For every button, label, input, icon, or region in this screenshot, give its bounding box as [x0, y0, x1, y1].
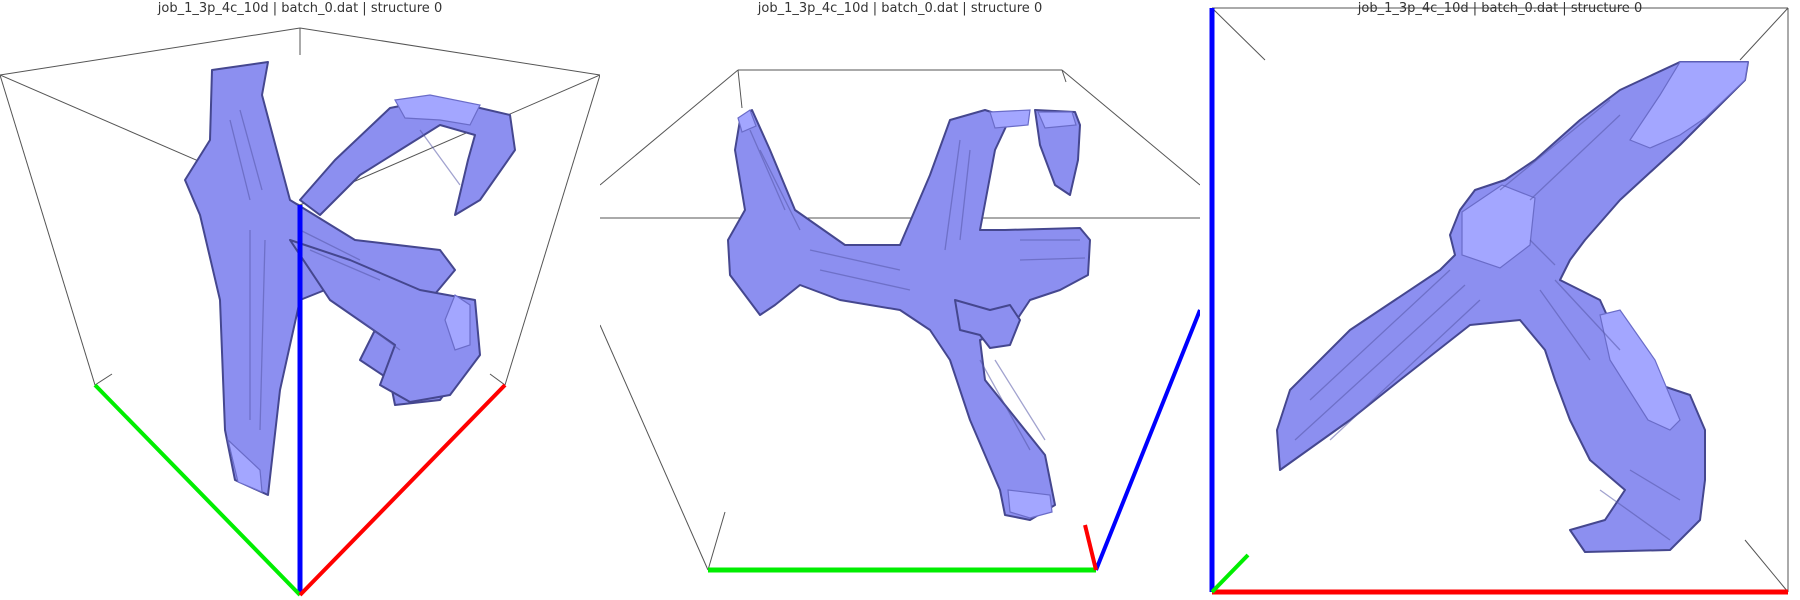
3d-scene-isometric[interactable]	[0, 0, 600, 600]
3d-scene-perspective[interactable]	[600, 0, 1200, 600]
panel-title: job_1_3p_4c_10d | batch_0.dat | structur…	[157, 1, 443, 16]
axis-gizmo	[1209, 8, 1788, 595]
viewport-front[interactable]: job_1_3p_4c_10d | batch_0.dat | structur…	[1200, 0, 1800, 600]
y-axis	[1210, 553, 1250, 594]
3d-scene-front[interactable]	[1200, 0, 1800, 600]
bounding-box	[600, 69, 1200, 571]
x-axis	[1083, 524, 1098, 571]
y-axis	[93, 383, 302, 597]
viewport-perspective[interactable]: job_1_3p_4c_10d | batch_0.dat | structur…	[600, 0, 1200, 600]
axis-gizmo	[708, 309, 1200, 573]
z-axis	[1094, 309, 1200, 571]
bounding-box	[0, 27, 600, 386]
voxel-structure	[184, 61, 516, 496]
voxel-structure	[727, 109, 1091, 521]
x-axis	[298, 383, 507, 597]
panel-title: job_1_3p_4c_10d | batch_0.dat | structur…	[1357, 1, 1643, 16]
viewport-isometric[interactable]: job_1_3p_4c_10d | batch_0.dat | structur…	[0, 0, 600, 600]
axis-gizmo	[93, 205, 507, 597]
voxel-structure	[1276, 61, 1749, 553]
bounding-box	[1211, 7, 1789, 593]
panel-title: job_1_3p_4c_10d | batch_0.dat | structur…	[757, 1, 1043, 16]
